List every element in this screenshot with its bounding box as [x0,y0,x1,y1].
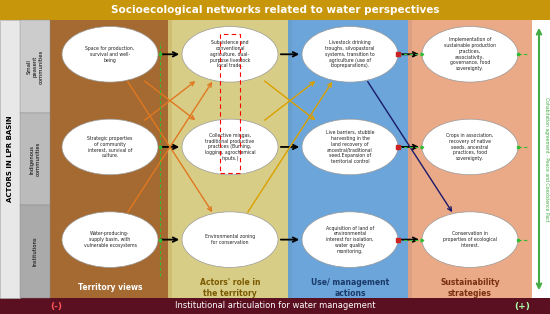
Text: Crops in association,
recovery of native
seeds, ancestral
practices, food
sovere: Crops in association, recovery of native… [447,133,494,161]
Text: Collective mingas,
traditional productive
practices (Burning,
logging, agrochemi: Collective mingas, traditional productiv… [205,133,255,161]
Text: Live barriers, stubble
harvesting in the
land recovery of
ancestral/traditional
: Live barriers, stubble harvesting in the… [326,130,374,164]
Ellipse shape [302,26,398,82]
Text: Livestock drinking
troughs, silvopastoral
systems, transition to
agriculture (us: Livestock drinking troughs, silvopastora… [325,40,375,68]
Text: Sustainability
strategies: Sustainability strategies [440,278,500,298]
Text: Strategic properties
of community
interest, survival of
culture.: Strategic properties of community intere… [87,136,133,158]
FancyBboxPatch shape [408,18,532,300]
Text: Conservation in
properties of ecological
interest.: Conservation in properties of ecological… [443,231,497,248]
FancyBboxPatch shape [48,18,172,300]
Text: ACTORS IN LPR BASIN: ACTORS IN LPR BASIN [7,116,13,202]
Ellipse shape [302,212,398,268]
FancyBboxPatch shape [0,0,550,20]
Ellipse shape [182,119,278,175]
Text: Cohabitation agreement - Peace and Coexistence Pact: Cohabitation agreement - Peace and Coexi… [544,97,549,221]
Text: Acquisition of land of
environmental
interest for isolation,
water quality
monit: Acquisition of land of environmental int… [326,225,374,254]
Text: (+): (+) [514,301,530,311]
Ellipse shape [422,26,518,82]
FancyBboxPatch shape [20,113,50,205]
Ellipse shape [182,26,278,82]
Ellipse shape [422,212,518,268]
Ellipse shape [62,212,158,268]
FancyBboxPatch shape [0,20,20,298]
Text: Institutional articulation for water management: Institutional articulation for water man… [175,301,375,311]
Ellipse shape [182,212,278,268]
Text: Indigenous
communities: Indigenous communities [30,142,40,176]
Ellipse shape [302,119,398,175]
Ellipse shape [62,119,158,175]
Text: Territory views: Territory views [78,284,142,293]
FancyBboxPatch shape [20,20,50,113]
Text: Use/ management
actions: Use/ management actions [311,278,389,298]
FancyBboxPatch shape [0,298,550,314]
FancyBboxPatch shape [168,18,292,300]
Text: Space for production,
survival and well-
being: Space for production, survival and well-… [85,46,135,62]
Text: Actors' role in
the territory: Actors' role in the territory [200,278,260,298]
Ellipse shape [422,119,518,175]
FancyBboxPatch shape [288,18,412,300]
Text: Water-producing-
supply basin, with
vulnerable ecosystems: Water-producing- supply basin, with vuln… [84,231,136,248]
Text: Institutions: Institutions [32,237,37,267]
FancyBboxPatch shape [20,205,50,298]
Text: Environmental zoning
for conservation: Environmental zoning for conservation [205,234,255,245]
Text: Small
peasent
communities: Small peasent communities [27,49,43,84]
Text: Subsistence and
conventional
agriculture, dual-
purpose livestock
local trade.: Subsistence and conventional agriculture… [210,40,250,68]
Text: (-): (-) [50,301,62,311]
Text: Implementation of
sustainable production
practices,
associativity,
governance, f: Implementation of sustainable production… [444,37,496,71]
Text: Socioecological networks related to water perspectives: Socioecological networks related to wate… [111,5,439,15]
Ellipse shape [62,26,158,82]
